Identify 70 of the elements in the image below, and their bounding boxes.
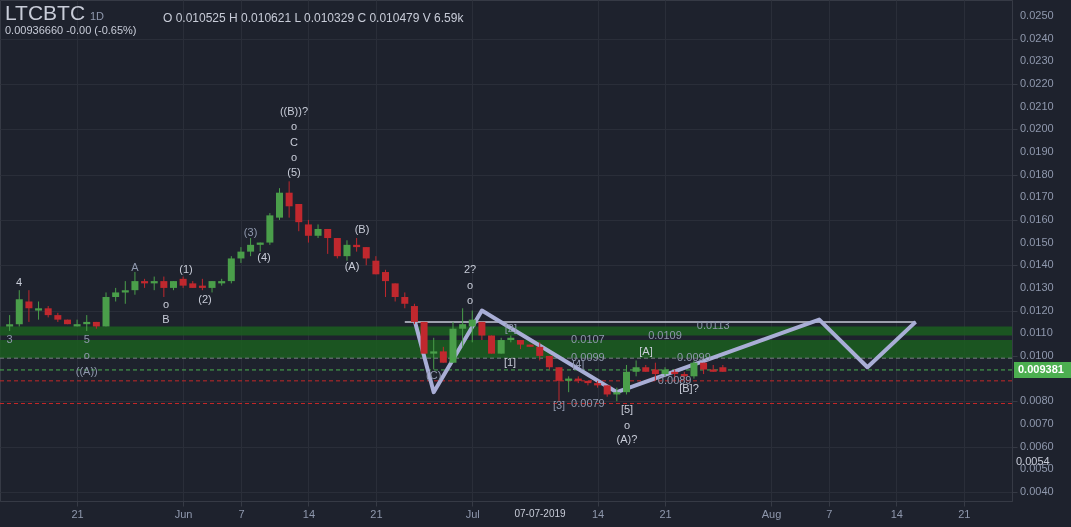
annotation: 0.00936660 -0.00 (-0.65%) (5, 24, 137, 36)
annotation: 0.0109 (648, 328, 682, 341)
annotation: (1) (179, 263, 193, 275)
annotation: 4 (15, 276, 23, 288)
annotation: o (623, 419, 631, 431)
annotation: (A) (344, 260, 360, 272)
x-tick-label: 7 (238, 507, 245, 520)
y-tick-label: 0.0080 (1020, 394, 1054, 407)
annotation: (5) (287, 166, 301, 178)
y-tick-label: 0.0100 (1020, 348, 1054, 361)
x-tick-label: 14 (890, 507, 903, 520)
text: 07-07-2019 (514, 508, 567, 519)
annotation: B (162, 313, 170, 325)
annotation: [A] (639, 345, 653, 357)
y-tick-label: 0.0070 (1020, 416, 1054, 429)
annotation: (3) (243, 226, 258, 239)
y-tick-label: 0.0200 (1020, 122, 1054, 135)
annotation: (4) (257, 251, 271, 263)
y-tick-label: 0.0160 (1020, 212, 1054, 225)
annotation: (A)? (616, 433, 638, 445)
y-tick-label: 0.0190 (1020, 144, 1054, 157)
x-tick-label: 14 (302, 507, 316, 520)
annotation: 0.0107 (571, 333, 605, 346)
annotation: [1] (503, 356, 517, 368)
y-tick-label: 0.0110 (1020, 326, 1053, 339)
annotation: o (162, 298, 170, 310)
y-tick-label: 0.0210 (1020, 99, 1054, 112)
x-tick-label: 7 (826, 507, 833, 520)
x-tick-label: Aug (761, 507, 782, 520)
y-tick-label: 0.0250 (1020, 8, 1054, 21)
y-tick-label: 0.0040 (1020, 484, 1054, 497)
x-tick-label: Jul (465, 507, 480, 520)
annotation: o (466, 279, 474, 291)
x-tick-label: 21 (370, 507, 383, 520)
annotation: o (290, 151, 298, 163)
annotation: 0.0079 (571, 396, 605, 409)
annotation: 0.0099 (677, 351, 711, 364)
y-tick-label: 0.0180 (1020, 167, 1054, 180)
annotation: O 0.010525 H 0.010621 L 0.010329 C 0.010479 V 6.59k (163, 11, 465, 25)
annotation: 0.0113 (696, 319, 730, 332)
annotation: C (290, 136, 299, 148)
annotation: A (131, 260, 140, 273)
y-tick-label: 0.0220 (1020, 76, 1054, 89)
annotation: (B) (354, 223, 370, 235)
chart-title: LTCBTC (5, 1, 86, 24)
ref-line-label: 0.009381 (1018, 362, 1064, 375)
y-tick-label: 0.0170 (1020, 190, 1054, 203)
annotation: 3 (6, 333, 13, 346)
y-tick-label: 0.0120 (1020, 303, 1054, 316)
x-tick-label: Jun (174, 507, 193, 520)
annotation: ((B))? (279, 105, 309, 117)
x-tick-label: 21 (71, 507, 84, 520)
annotation: ((A)) (75, 364, 98, 377)
annotation: [5] (620, 403, 634, 415)
text: 1D (90, 10, 105, 22)
x-tick-label: 21 (958, 507, 971, 520)
annotation: o (83, 348, 90, 361)
annotation: (2) (198, 293, 212, 305)
y-tick-label: 0.0140 (1020, 258, 1054, 271)
annotation: o (290, 120, 298, 132)
y-tick-label: 0.0060 (1020, 439, 1054, 452)
annotation: o (466, 294, 474, 306)
y-tick-label: 0.0130 (1020, 280, 1054, 293)
y-tick-label: 0.0240 (1020, 31, 1054, 44)
x-tick-label: 21 (659, 507, 672, 520)
annotation: 5 (83, 333, 90, 346)
y-tick-label: 0.0150 (1020, 235, 1054, 248)
x-tick-label: 14 (591, 507, 605, 520)
y-tick-label: 0.0230 (1020, 54, 1054, 67)
annotation: 2? (463, 263, 477, 275)
